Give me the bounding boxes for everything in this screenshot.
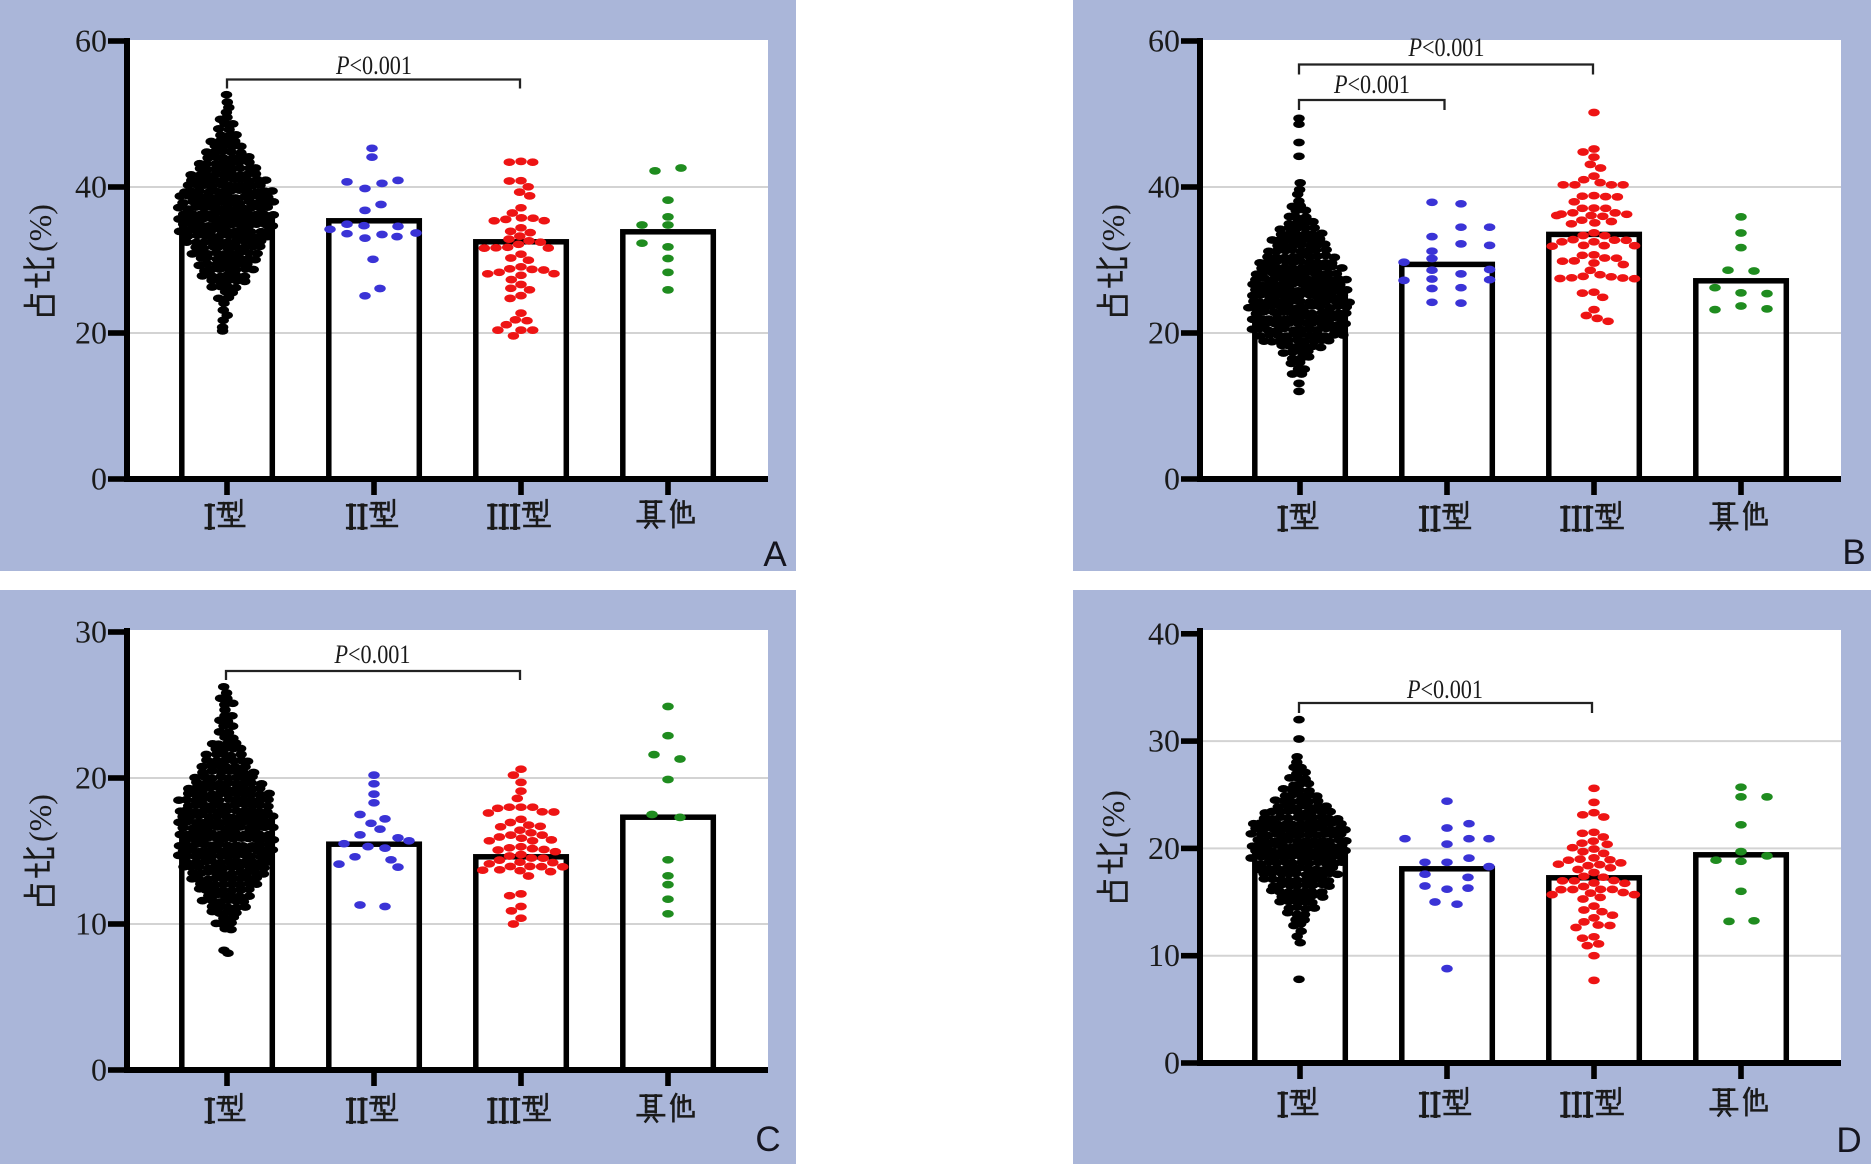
svg-text:B: B xyxy=(1842,533,1865,571)
svg-text:(%): (%) xyxy=(22,204,58,252)
svg-text:(%): (%) xyxy=(1095,790,1131,838)
svg-text:C: C xyxy=(755,1120,780,1159)
svg-text:20: 20 xyxy=(1148,315,1180,351)
svg-text:10: 10 xyxy=(75,906,107,942)
svg-text:0: 0 xyxy=(1164,1045,1180,1081)
svg-text:A: A xyxy=(763,535,787,571)
svg-text:20: 20 xyxy=(75,760,107,796)
svg-text:30: 30 xyxy=(1148,723,1180,759)
svg-text:60: 60 xyxy=(1148,23,1180,59)
svg-text:0: 0 xyxy=(91,1052,107,1088)
svg-text:P<0.001: P<0.001 xyxy=(335,51,412,80)
svg-text:0: 0 xyxy=(91,461,107,497)
svg-text:0: 0 xyxy=(1164,461,1180,497)
svg-text:P<0.001: P<0.001 xyxy=(1408,33,1485,62)
svg-text:D: D xyxy=(1836,1121,1861,1160)
svg-text:(%): (%) xyxy=(22,794,58,842)
svg-text:30: 30 xyxy=(75,614,107,650)
svg-text:40: 40 xyxy=(1148,615,1180,651)
svg-text:60: 60 xyxy=(75,23,107,59)
svg-text:20: 20 xyxy=(1148,830,1180,866)
svg-text:P<0.001: P<0.001 xyxy=(334,640,411,669)
svg-text:P<0.001: P<0.001 xyxy=(1406,675,1483,704)
svg-text:20: 20 xyxy=(75,315,107,351)
svg-text:10: 10 xyxy=(1148,937,1180,973)
svg-text:(%): (%) xyxy=(1095,204,1131,252)
svg-text:P<0.001: P<0.001 xyxy=(1333,70,1410,99)
svg-text:40: 40 xyxy=(1148,169,1180,205)
svg-text:40: 40 xyxy=(75,169,107,205)
